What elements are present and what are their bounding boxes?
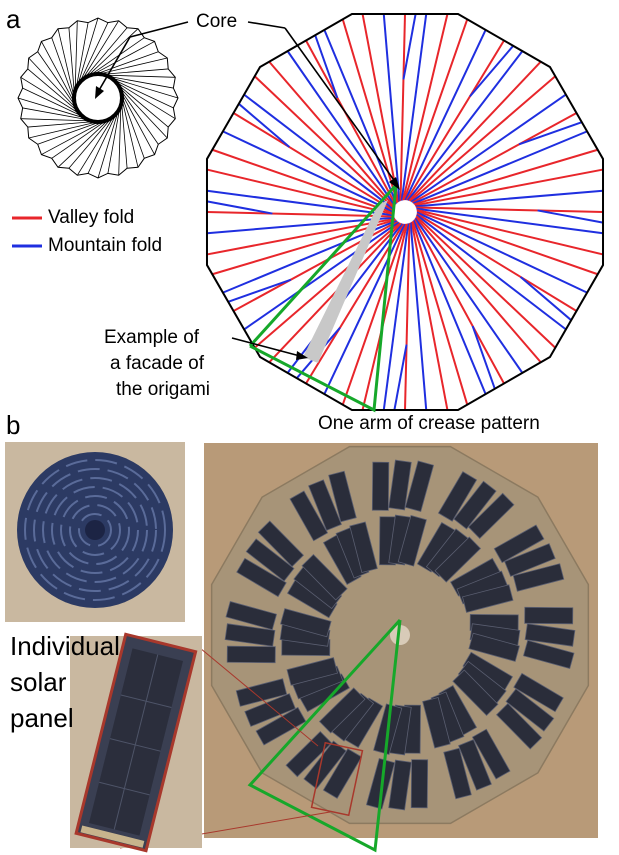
deployed-array-photo <box>204 443 598 853</box>
facade-pointer <box>231 337 308 360</box>
folded-panel-photo <box>5 442 185 622</box>
single-panel-highlight <box>310 741 364 817</box>
solar-panel-inset <box>70 632 331 853</box>
facade-label-line-2: a facade of <box>110 353 205 374</box>
crease-pattern-outline <box>205 12 605 412</box>
facade-label-line-3: the origami <box>116 379 210 400</box>
panel-label-line-2: solar <box>10 667 67 697</box>
panel-a-letter: a <box>6 4 21 34</box>
panel-b-letter: b <box>6 410 21 440</box>
mountain-fold-label: Mountain fold <box>48 235 163 256</box>
panel-label-line-1: Individual <box>10 631 120 661</box>
panel-label-line-3: panel <box>10 703 74 733</box>
facade-label-line-1: Example of <box>104 327 200 348</box>
arm-highlight <box>248 180 398 413</box>
folded-origami-icon <box>17 17 179 179</box>
arm-label: One arm of crease pattern <box>318 413 540 434</box>
facade-example <box>303 200 388 363</box>
arm-highlight-photo <box>247 618 402 853</box>
crease-pattern <box>205 12 605 413</box>
crease-lines <box>206 13 604 411</box>
core-label: Core <box>196 11 238 32</box>
valley-fold-label: Valley fold <box>48 207 135 228</box>
core-pointer <box>95 21 400 190</box>
